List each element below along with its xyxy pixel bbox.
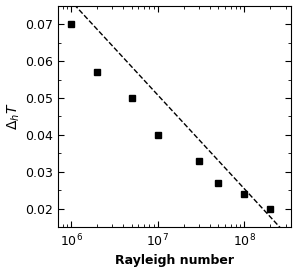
Y-axis label: $\Delta_h T$: $\Delta_h T$ [6,103,22,130]
X-axis label: Rayleigh number: Rayleigh number [115,254,234,268]
